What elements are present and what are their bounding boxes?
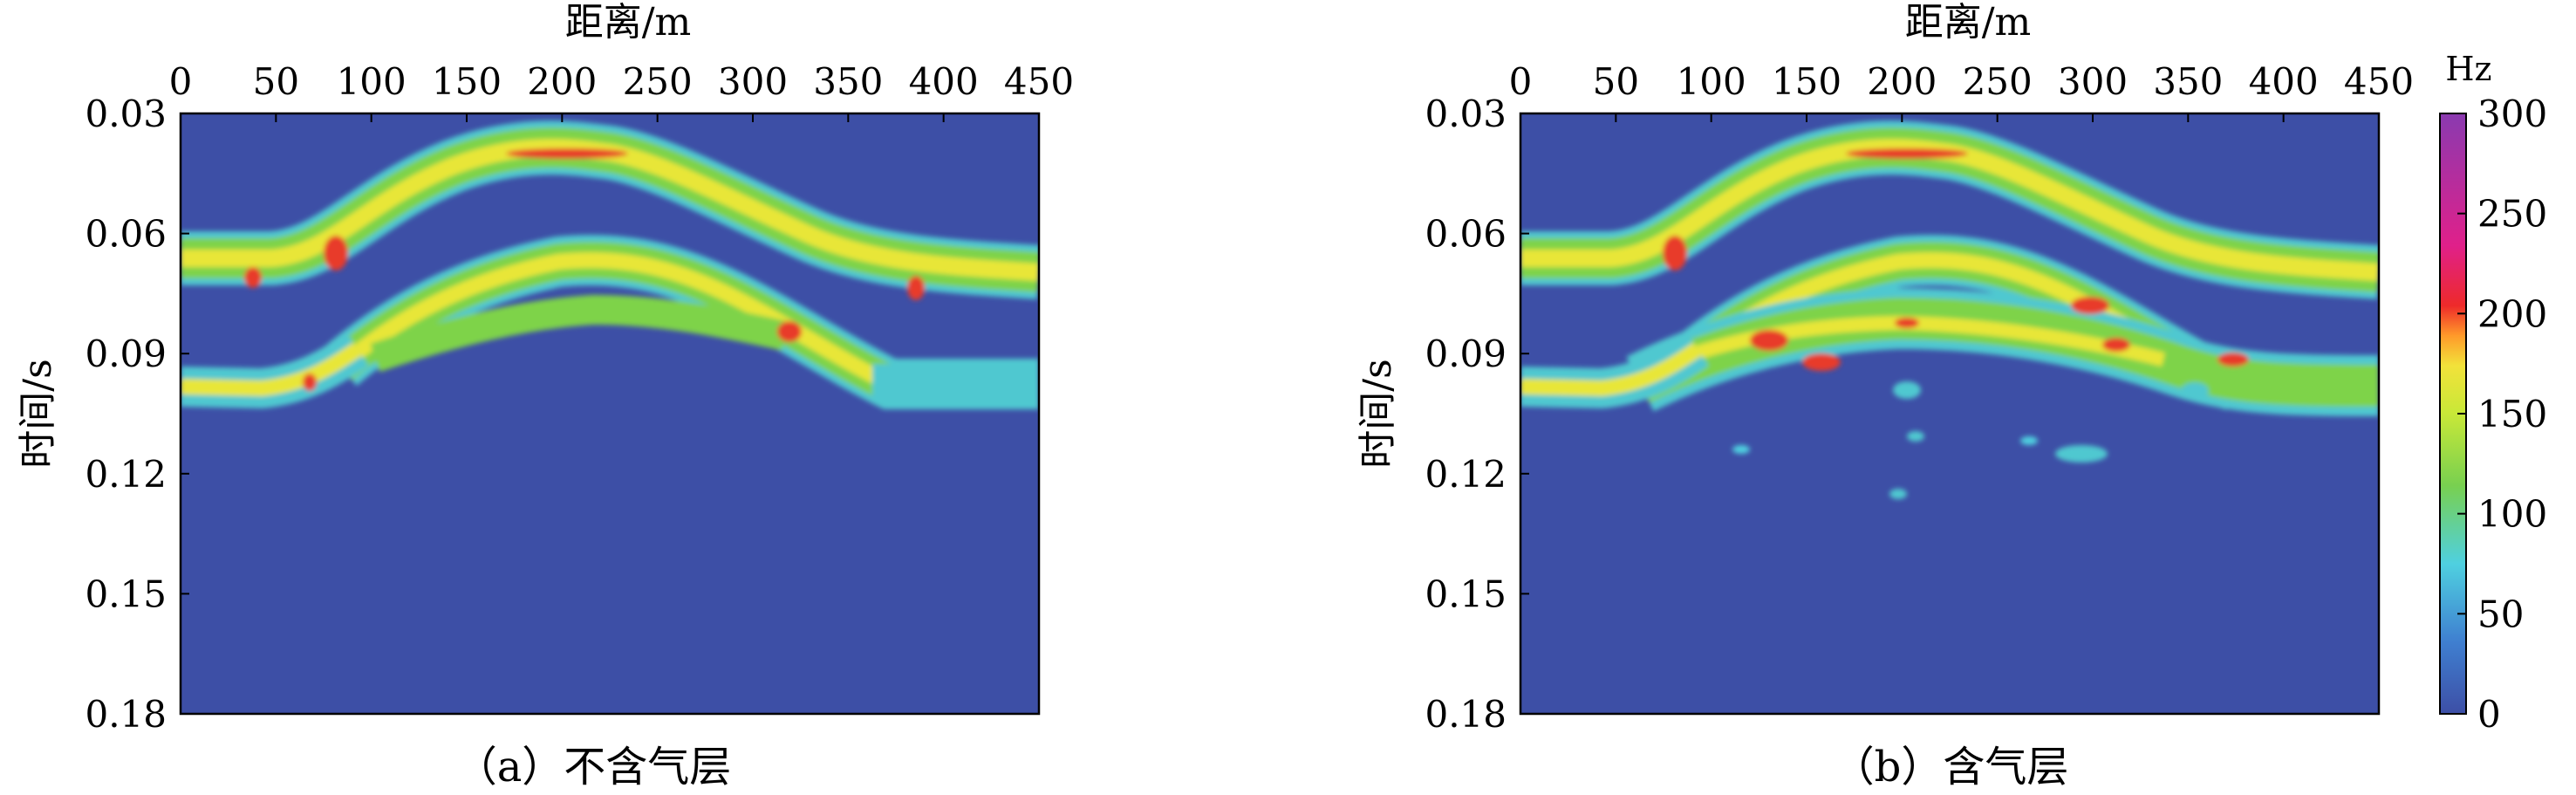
x-tick-label: 100 <box>337 60 407 103</box>
x-tick-label: 200 <box>1867 60 1937 103</box>
hot-spot <box>2217 353 2249 367</box>
x-tick-label: 200 <box>527 60 597 103</box>
scatter-patch <box>1889 489 1907 499</box>
hot-spot <box>1895 318 1919 328</box>
x-tick-label: 400 <box>909 60 979 103</box>
x-tick-label: 350 <box>2153 60 2223 103</box>
scatter-patch <box>1907 431 1924 442</box>
y-tick-label: 0.12 <box>85 453 167 496</box>
x-tick-label: 50 <box>1593 60 1639 103</box>
x-tick-label: 150 <box>1772 60 1841 103</box>
colorbar-tick-label: 200 <box>2477 292 2547 335</box>
hot-spot <box>1750 330 1788 351</box>
band-third <box>370 294 789 373</box>
hot-spot <box>303 374 317 391</box>
x-tick-label: 250 <box>623 60 693 103</box>
y-tick-label: 0.15 <box>85 572 167 615</box>
colorbar-tick-label: 150 <box>2477 393 2547 435</box>
y-tick-label: 0.06 <box>85 213 167 256</box>
x-axis-label: 距离/m <box>565 0 692 45</box>
x-tick-label: 450 <box>1004 60 1074 103</box>
x-tick-label: 350 <box>813 60 883 103</box>
y-axis-label: 时间/s <box>16 359 60 468</box>
scatter-patch <box>2055 445 2108 463</box>
colorbar: Hz 300 250 200 150 100 50 0 <box>2439 50 2547 736</box>
scatter-patch <box>2020 436 2038 445</box>
hot-spot <box>2102 338 2130 352</box>
x-tick-label: 250 <box>1963 60 2033 103</box>
colorbar-tick-label: 0 <box>2477 693 2501 736</box>
plot-frame <box>1519 112 2381 716</box>
x-axis-label: 距离/m <box>1905 0 2032 45</box>
x-tick-label: 300 <box>718 60 788 103</box>
x-tick-label: 300 <box>2058 60 2128 103</box>
x-tick-label: 50 <box>253 60 299 103</box>
hot-spot <box>777 321 802 342</box>
hot-spot <box>907 276 925 300</box>
scatter-patch <box>1732 445 1750 454</box>
x-tick-label: 400 <box>2249 60 2319 103</box>
axes-b: 0 50 100 150 200 250 300 350 400 450 0.03 0.06 0.09 0… <box>1425 60 2414 736</box>
scatter-patch <box>1893 381 1921 399</box>
y-tick-label: 0.09 <box>1425 332 1507 375</box>
x-tick-label: 150 <box>432 60 502 103</box>
colorbar-tick-label: 50 <box>2477 593 2524 635</box>
x-tick-label: 450 <box>2344 60 2414 103</box>
y-tick-label: 0.03 <box>1425 93 1507 135</box>
y-tick-label: 0.15 <box>1425 572 1507 615</box>
y-axis-label: 时间/s <box>1356 359 1400 468</box>
hot-spot <box>1663 236 1687 271</box>
y-tick-label: 0.06 <box>1425 213 1507 256</box>
panel-b: 0 50 100 150 200 250 300 350 400 450 0.03 0.06 0.09 0… <box>1356 0 2414 792</box>
hot-spot <box>244 267 262 288</box>
y-tick-label: 0.09 <box>85 332 167 375</box>
band-lower-core <box>1520 342 1702 397</box>
x-tick-label: 100 <box>1677 60 1746 103</box>
reflector-bands <box>1520 120 2379 499</box>
colorbar-tick-label: 300 <box>2477 93 2547 135</box>
y-tick-label: 0.18 <box>1425 693 1507 736</box>
hot-spot <box>506 148 628 159</box>
colorbar-ticks: 300 250 200 150 100 50 0 <box>2457 93 2547 736</box>
caption-b: （b）含气层 <box>1833 743 2069 792</box>
x-tick-label: 0 <box>169 60 193 103</box>
hot-spot <box>324 236 348 271</box>
hot-spot <box>1846 148 1968 159</box>
colorbar-tick-label: 100 <box>2477 493 2547 536</box>
heatmap-background <box>1520 113 2379 714</box>
hot-spot <box>1802 353 1841 371</box>
hot-spot <box>2071 297 2109 314</box>
plot-frame <box>179 112 1041 716</box>
caption-a: （a）不含气层 <box>455 743 732 792</box>
scatter-patch <box>2181 382 2209 400</box>
colorbar-unit: Hz <box>2445 50 2491 88</box>
colorbar-tick-label: 250 <box>2477 193 2547 236</box>
reflector-bands <box>181 120 1039 410</box>
y-tick-label: 0.03 <box>85 93 167 135</box>
heatmap-background <box>181 113 1039 714</box>
panel-a: 0 50 100 150 200 250 300 350 400 450 0.03 0.06 0.09 0… <box>16 0 1074 792</box>
axes-a: 0 50 100 150 200 250 300 350 400 450 0.03 0.06 0.09 0… <box>85 60 1074 736</box>
y-tick-label: 0.12 <box>1425 453 1507 496</box>
y-tick-label: 0.18 <box>85 693 167 736</box>
x-tick-label: 0 <box>1509 60 1533 103</box>
